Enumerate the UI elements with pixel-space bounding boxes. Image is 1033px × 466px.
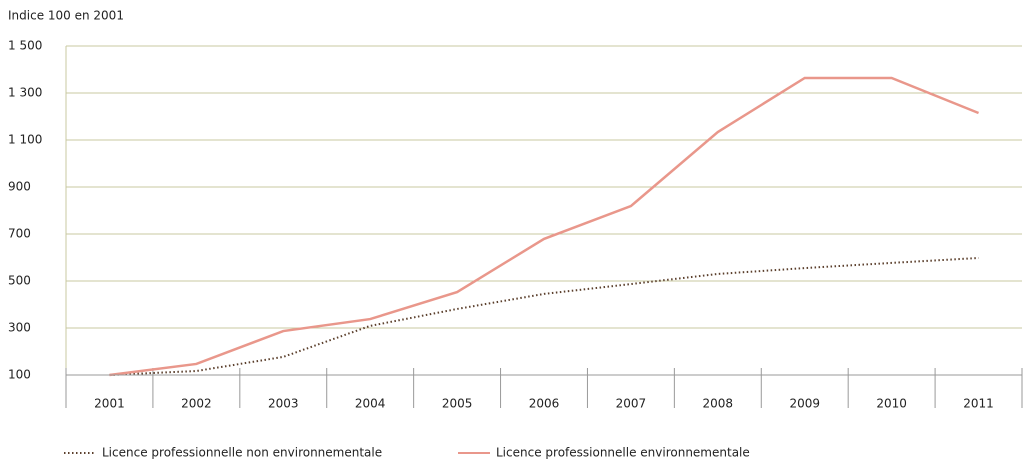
legend-label: Licence professionnelle non environnemen… — [102, 446, 382, 460]
y-tick-label: 700 — [8, 227, 31, 241]
x-tick-label: 2011 — [963, 397, 994, 411]
x-tick-label: 2006 — [529, 397, 560, 411]
y-tick-label: 1 300 — [8, 86, 42, 100]
x-tick-label: 2002 — [181, 397, 212, 411]
x-tick-label: 2003 — [268, 397, 299, 411]
series-line — [109, 256, 979, 376]
series-line — [109, 76, 980, 377]
y-tick-label: 1 500 — [8, 39, 42, 53]
y-tick-label: 1 100 — [8, 133, 42, 147]
chart-title: Indice 100 en 2001 — [8, 9, 124, 23]
x-tick-label: 2008 — [703, 397, 734, 411]
x-tick-label: 2010 — [876, 397, 907, 411]
legend-label: Licence professionnelle environnementale — [496, 446, 750, 460]
y-tick-label: 100 — [8, 368, 31, 382]
x-tick-label: 2007 — [616, 397, 647, 411]
x-tick-label: 2005 — [442, 397, 473, 411]
y-tick-label: 900 — [8, 180, 31, 194]
y-tick-label: 300 — [8, 321, 31, 335]
x-tick-label: 2004 — [355, 397, 386, 411]
x-tick-label: 2001 — [94, 397, 125, 411]
x-tick-label: 2009 — [789, 397, 820, 411]
y-tick-label: 500 — [8, 274, 31, 288]
